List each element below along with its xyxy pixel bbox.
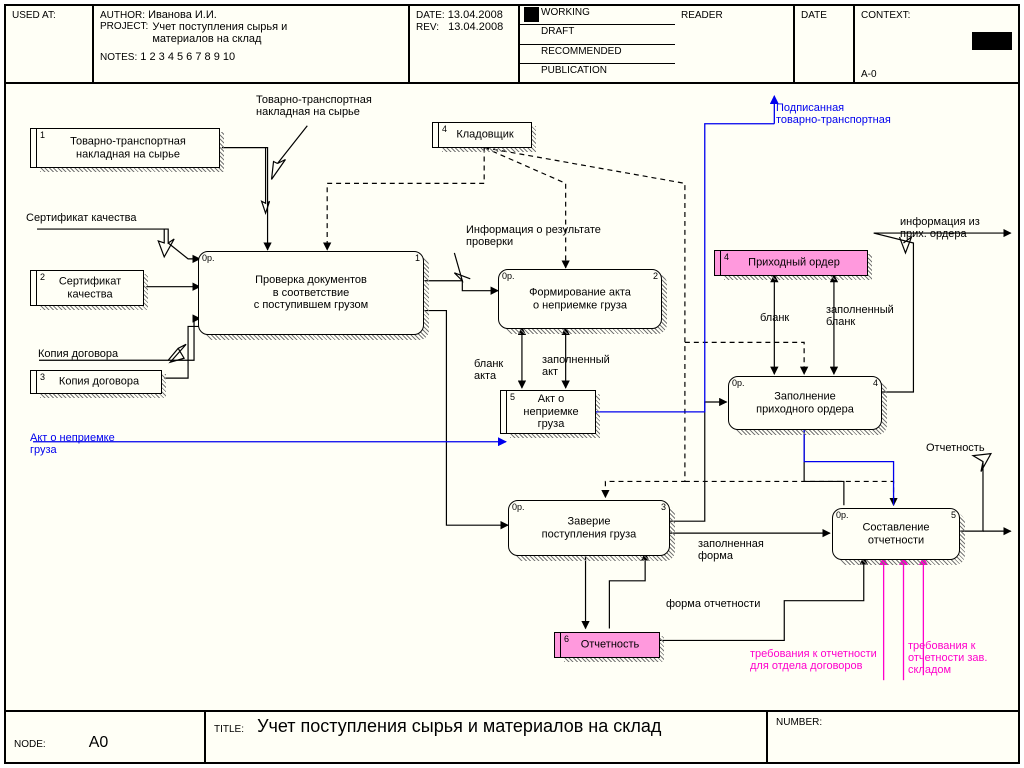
idef0-frame: USED AT: AUTHOR: Иванова И.И. PROJECT: У… [4,4,1020,764]
status-recommended: RECOMMENDED [541,46,622,57]
floating-label: Копия договора [38,348,118,360]
footer: NODE: A0 TITLE: Учет поступления сырья и… [6,710,1018,762]
context-code: A-0 [861,69,877,80]
node-label: NODE: [14,739,46,750]
floating-label: Сертификат качества [26,212,137,224]
activity-num: 2 [653,271,658,281]
activity-caption: Проверка документовв соответствиес посту… [201,272,421,314]
notes-label: NOTES: [100,52,137,63]
activity-caption: Составлениеотчетности [835,519,957,548]
activity-tl: 0р. [202,253,215,263]
reader-date-label: DATE [801,10,827,21]
external-box-e7: 4Приходный ордер [720,250,868,276]
status-draft: DRAFT [541,26,574,37]
activity-tl: 0р. [512,502,525,512]
floating-label: требования к отчетности зав. складом [908,640,987,676]
external-box-e5: 5Акт онеприемкегруза [506,390,596,434]
activity-box-a3: 0р. 3Завериепоступления груза [508,500,670,556]
reader-label: READER [681,10,723,21]
external-box-e2: 2Сертификаткачества [36,270,144,306]
floating-label: Подписанная товарно-транспортная [776,102,891,126]
box-caption: Копия договора [39,374,159,391]
status-working: WORKING [541,7,590,18]
box-caption: Приходный ордер [723,255,865,272]
title-value: Учет поступления сырья и материалов на с… [257,716,661,736]
floating-label: форма отчетности [666,598,760,610]
date-value: 13.04.2008 [448,9,503,21]
box-caption: Сертификаткачества [39,273,141,302]
project-value: Учет поступления сырья и материалов на с… [152,21,287,45]
project-label: PROJECT: [100,21,148,45]
author-label: AUTHOR: [100,10,145,21]
external-box-e1: 1Товарно-транспортнаянакладная на сырье [36,128,220,168]
activity-box-a4: 0р. 4Заполнениеприходного ордера [728,376,882,430]
activity-num: 3 [661,502,666,512]
node-value: A0 [89,716,109,752]
floating-label: Информация о результате проверки [466,224,601,248]
activity-num: 1 [415,253,420,263]
floating-label: заполненный бланк [826,304,894,328]
external-box-e6: 6Отчетность [560,632,660,658]
floating-label: требования к отчетности для отдела догов… [750,648,877,672]
diagram-canvas: 1Товарно-транспортнаянакладная на сырье2… [6,84,1018,710]
author-value: Иванова И.И. [148,9,217,21]
floating-label: Акт о неприемке груза [30,432,115,456]
activity-caption: Завериепоступления груза [511,513,667,542]
activity-box-a5: 0р.5Составлениеотчетности [832,508,960,560]
activity-tl: 0р. [502,271,515,281]
date-label: DATE: [416,10,445,21]
floating-label: заполненная форма [698,538,764,562]
activity-num: 4 [873,378,878,388]
floating-label: информация из прих. ордера [900,216,980,240]
title-label: TITLE: [214,724,244,735]
box-caption: Кладовщик [441,127,529,144]
activity-box-a1: 0р. 1 Проверка документовв соответствиес п… [198,251,424,335]
box-caption: Акт онеприемкегруза [509,391,593,433]
status-column: WORKING DRAFT RECOMMENDED PUBLICATION [520,6,675,82]
box-caption: Отчетность [563,637,657,654]
status-marker-icon [524,7,539,22]
box-caption: Товарно-транспортнаянакладная на сырье [39,133,217,162]
used-at-label: USED AT: [12,10,56,21]
status-publication: PUBLICATION [541,65,607,76]
floating-label: заполненный акт [542,354,610,378]
floating-label: Товарно-транспортная накладная на сырье [256,94,372,118]
activity-box-a2: 0р. 2 Формирование актао неприемке груза [498,269,662,329]
rev-value: 13.04.2008 [448,21,503,33]
header: USED AT: AUTHOR: Иванова И.И. PROJECT: У… [6,6,1018,84]
rev-label: REV: [416,22,439,33]
floating-label: Отчетность [926,442,985,454]
activity-caption: Заполнениеприходного ордера [731,388,879,417]
number-label: NUMBER: [776,717,822,728]
external-box-e4: 4Кладовщик [438,122,532,148]
context-label: CONTEXT: [861,10,910,21]
context-box-icon [972,32,1012,50]
external-box-e3: 3Копия договора [36,370,162,394]
notes-value: 1 2 3 4 5 6 7 8 9 10 [140,51,235,63]
floating-label: бланк [760,312,789,324]
activity-caption: Формирование актао неприемке груза [501,284,659,313]
floating-label: бланк акта [474,358,503,382]
activity-tl: 0р. [732,378,745,388]
